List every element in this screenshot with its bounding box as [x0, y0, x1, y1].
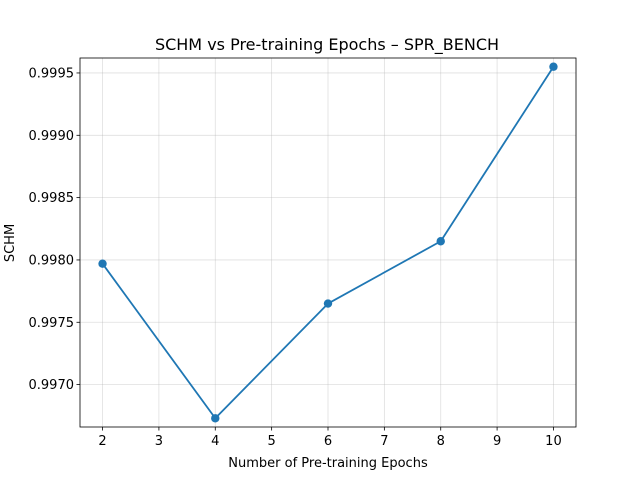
- x-axis-label: Number of Pre-training Epochs: [228, 456, 428, 471]
- x-tick-label: 7: [380, 434, 388, 449]
- data-point: [98, 259, 107, 268]
- y-tick-label: 0.9995: [29, 66, 75, 81]
- axis-ticks: 2 3 4 5 6 7 8 9 10 0.9970 0.9975 0.9980 0.9985 0.9990…: [29, 66, 562, 449]
- x-tick-label: 6: [324, 434, 332, 449]
- series-group: [98, 62, 558, 423]
- x-tick-label: 8: [437, 434, 445, 449]
- data-point: [323, 299, 333, 308]
- data-point: [436, 237, 445, 246]
- y-tick-label: 0.9980: [29, 253, 75, 268]
- x-tick-label: 3: [155, 434, 163, 449]
- data-point: [549, 62, 558, 71]
- data-point: [211, 414, 220, 423]
- chart-title: SCHM vs Pre-training Epochs – SPR_BENCH: [155, 35, 499, 55]
- x-tick-label: 4: [211, 434, 219, 449]
- y-tick-label: 0.9975: [29, 316, 75, 331]
- y-tick-label: 0.9985: [29, 191, 75, 206]
- y-axis-label: SCHM: [3, 224, 18, 262]
- grid: [80, 58, 576, 427]
- x-tick-label: 2: [98, 434, 106, 449]
- y-tick-label: 0.9990: [29, 129, 75, 144]
- x-tick-label: 10: [545, 434, 562, 449]
- x-tick-label: 9: [493, 434, 501, 449]
- y-tick-label: 0.9970: [29, 378, 75, 393]
- x-tick-label: 5: [267, 434, 275, 449]
